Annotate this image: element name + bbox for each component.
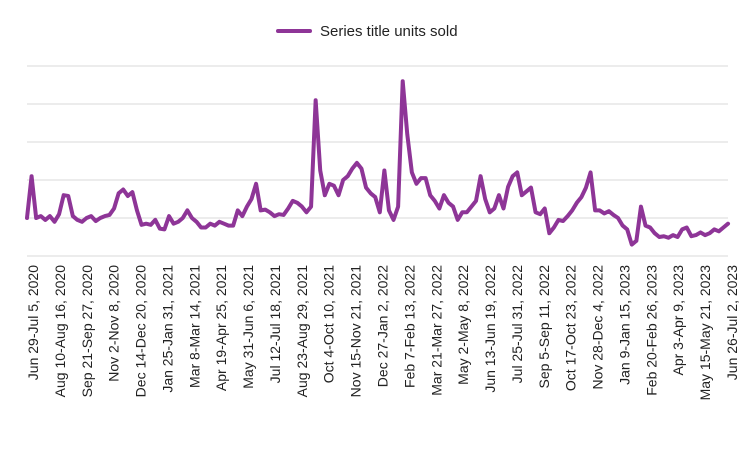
x-tick-label: Jan 25-Jan 31, 2021 (159, 265, 175, 393)
x-tick-label: Feb 20-Feb 26, 2023 (643, 265, 659, 396)
x-tick-label: Jun 26-Jul 2, 2023 (724, 265, 740, 380)
x-tick-label: Apr 19-Apr 25, 2021 (213, 265, 229, 391)
x-tick-label: May 31-Jun 6, 2021 (240, 265, 256, 389)
x-tick-label: Aug 23-Aug 29, 2021 (294, 265, 310, 398)
x-tick-label: Sep 21-Sep 27, 2020 (79, 265, 95, 398)
series-line (25, 79, 730, 247)
x-tick-label: Oct 4-Oct 10, 2021 (321, 265, 337, 383)
x-tick-label: Dec 14-Dec 20, 2020 (133, 265, 149, 398)
x-tick-label: Mar 21-Mar 27, 2022 (428, 265, 444, 396)
x-tick-label: Sep 5-Sep 11, 2022 (536, 265, 552, 389)
x-tick-label: Jul 12-Jul 18, 2021 (267, 265, 283, 384)
x-tick-label: Jul 25-Jul 31, 2022 (509, 265, 525, 384)
legend-swatch (276, 29, 312, 33)
x-tick-label: Jan 9-Jan 15, 2023 (617, 265, 633, 385)
legend-label: Series title units sold (320, 22, 458, 40)
x-tick-label: Oct 17-Oct 23, 2022 (563, 265, 579, 391)
x-tick-label: Nov 15-Nov 21, 2021 (348, 265, 364, 398)
x-tick-label: May 2-May 8, 2022 (455, 265, 471, 385)
x-tick-label: Jun 13-Jun 19, 2022 (482, 265, 498, 393)
x-tick-label: Dec 27-Jan 2, 2022 (375, 265, 391, 387)
x-tick-label: Aug 10-Aug 16, 2020 (52, 265, 68, 398)
x-tick-label: Feb 7-Feb 13, 2022 (401, 265, 417, 388)
chart-legend: Series title units sold (276, 19, 458, 43)
x-tick-label: May 15-May 21, 2023 (697, 265, 713, 401)
x-tick-label: Nov 2-Nov 8, 2020 (106, 265, 122, 382)
x-tick-label: Mar 8-Mar 14, 2021 (186, 265, 202, 388)
x-tick-label: Nov 28-Dec 4, 2022 (590, 265, 606, 390)
x-tick-label: Jun 29-Jul 5, 2020 (25, 265, 41, 380)
x-tick-label: Apr 3-Apr 9, 2023 (670, 265, 686, 376)
